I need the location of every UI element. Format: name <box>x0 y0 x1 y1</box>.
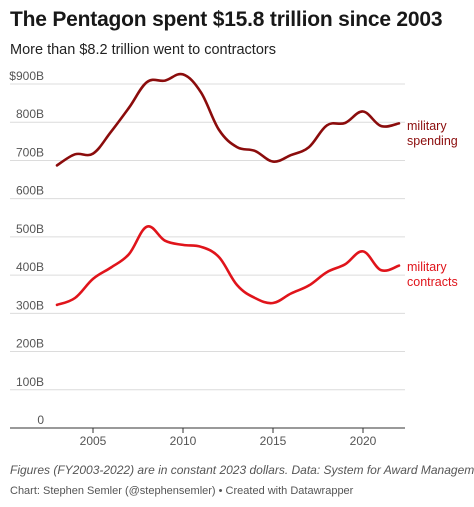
series-label: spending <box>407 134 458 148</box>
x-tick-label: 2020 <box>350 434 377 448</box>
line-chart: 0 100B 200B 300B 400B 500B 600B 700B 800B $900B 20… <box>9 69 458 448</box>
y-tick-label: 800B <box>16 107 44 121</box>
y-tick-label: 700B <box>16 145 44 159</box>
series-line-military-spending <box>55 72 401 167</box>
series-label: military <box>407 119 447 133</box>
y-tick-label: 300B <box>16 298 44 312</box>
series-line-military-contracts <box>55 225 401 307</box>
y-tick-label: 100B <box>16 375 44 389</box>
y-tick-label: 200B <box>16 337 44 351</box>
chart-title: The Pentagon spent $15.8 trillion since … <box>10 8 443 31</box>
x-tick-label: 2005 <box>80 434 107 448</box>
y-tick-label: $900B <box>9 69 44 83</box>
y-tick-label: 400B <box>16 260 44 274</box>
x-tick-label: 2015 <box>260 434 287 448</box>
chart-note: Figures (FY2003-2022) are in constant 20… <box>10 463 474 477</box>
x-tick-label: 2010 <box>170 434 197 448</box>
y-tick-label: 600B <box>16 184 44 198</box>
y-tick-label: 500B <box>16 222 44 236</box>
series-label: military <box>407 260 447 274</box>
chart-credit: Chart: Stephen Semler (@stephensemler) •… <box>10 485 354 497</box>
series-label: contracts <box>407 275 458 289</box>
y-tick-label: 0 <box>37 413 44 427</box>
chart-subtitle: More than $8.2 trillion went to contract… <box>10 42 276 58</box>
